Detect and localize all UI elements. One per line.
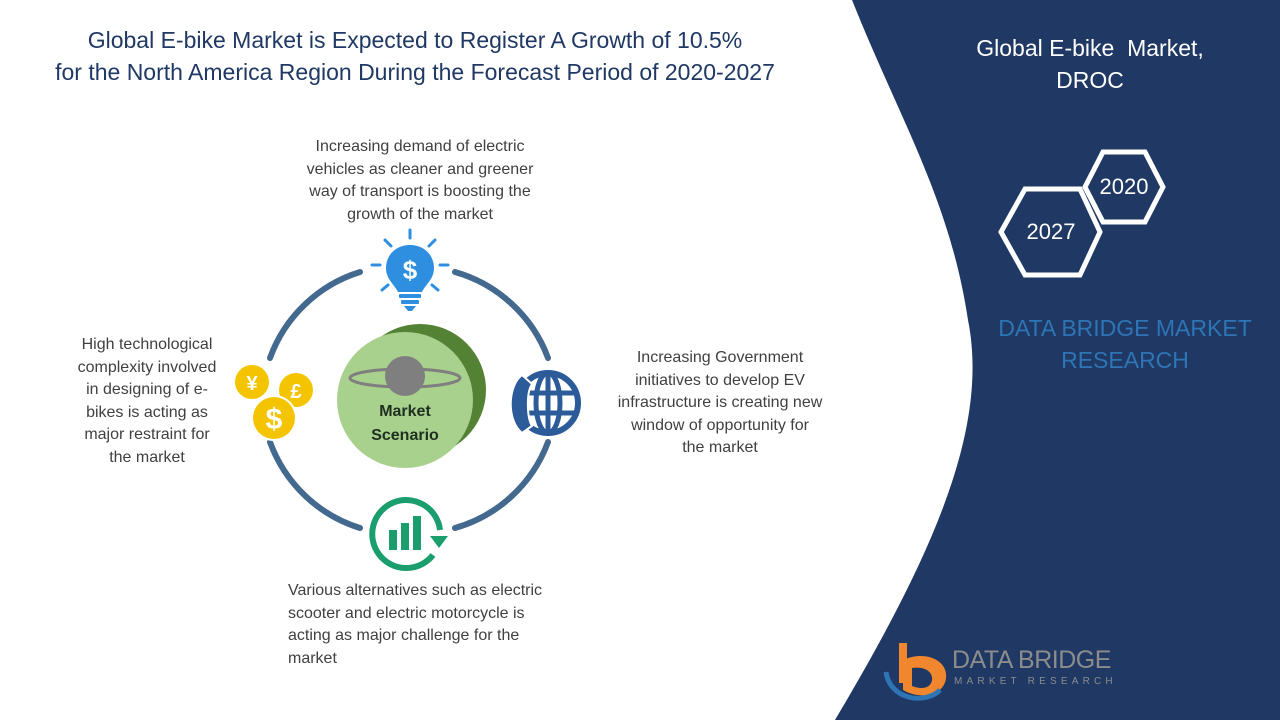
driver-top-line: vehicles as cleaner and greener [306,160,534,178]
driver-right-line: the market [682,439,758,456]
year-start-label: 2020 [1099,174,1149,199]
driver-bottom-line: Various alternatives such as electric [288,582,543,599]
brand-logo-icon [883,643,947,701]
driver-right-text: Increasing Government initiatives to dev… [600,347,840,460]
brand-text-line2: RESEARCH [1061,347,1189,373]
center-circle [337,332,473,468]
svg-text:$: $ [403,255,418,285]
center-label: Market Scenario [350,400,460,448]
page-title-line2: for the North America Region During the … [55,59,775,85]
svg-text:¥: ¥ [246,373,258,395]
driver-top-line: growth of the market [347,205,493,223]
logo-tagline: MARKET RESEARCH [954,676,1117,687]
driver-right-line: initiatives to develop EV [635,371,805,389]
driver-right-line: Increasing Government [636,349,804,366]
side-panel-title-line2: DROC [1056,67,1124,93]
driver-right-line: window of opportunity for [631,416,809,434]
driver-left-line: High technological [81,336,213,353]
driver-top-text: Increasing demand of electric vehicles a… [290,136,550,226]
driver-bottom-line: acting as major challenge for the [288,627,520,644]
hexagon-2020 [1082,149,1166,225]
driver-left-line: major restraint for [84,426,210,443]
side-panel-title-line1: Global E-bike Market, [976,35,1204,61]
lightbulb-dollar-icon: $ [370,228,450,311]
cycle-ring [267,269,551,531]
driver-right-line: infrastructure is creating new [617,394,823,411]
side-panel-title: Global E-bike Market, DROC [940,32,1240,96]
svg-text:£: £ [290,381,301,403]
planet-icon [385,356,425,396]
center-label-line2: Scenario [371,427,439,444]
brand-text: DATA BRIDGE MARKET RESEARCH [985,312,1265,376]
driver-left-line: in designing of e- [86,381,208,398]
driver-top-line: Increasing demand of electric [315,138,525,155]
driver-bottom-text: Various alternatives such as electric sc… [288,580,578,670]
driver-left-line: bikes is acting as [86,403,208,421]
growth-chart-icon [369,497,448,571]
driver-bottom-line: market [288,649,337,667]
brand-text-line1: DATA BRIDGE MARKET [998,315,1252,341]
logo-name: DATA BRIDGE [952,646,1111,674]
driver-top-line: way of transport is boosting the [309,183,531,200]
year-end-label: 2027 [1026,219,1076,244]
hexagon-2027 [998,186,1103,278]
side-panel-background [835,0,1280,720]
driver-left-line: complexity involved [77,358,217,376]
driver-left-line: the market [109,448,185,466]
driver-left-text: High technological complexity involved i… [52,334,242,469]
svg-text:$: $ [266,403,283,436]
currency-coins-icon: ¥ £ $ [235,365,313,441]
page-title-line1: Global E-bike Market is Expected to Regi… [87,27,743,53]
center-label-line1: Market [379,403,431,420]
driver-bottom-line: scooter and electric motorcycle is [288,604,525,622]
page-title: Global E-bike Market is Expected to Regi… [10,24,820,88]
globe-phone-icon [509,370,581,436]
